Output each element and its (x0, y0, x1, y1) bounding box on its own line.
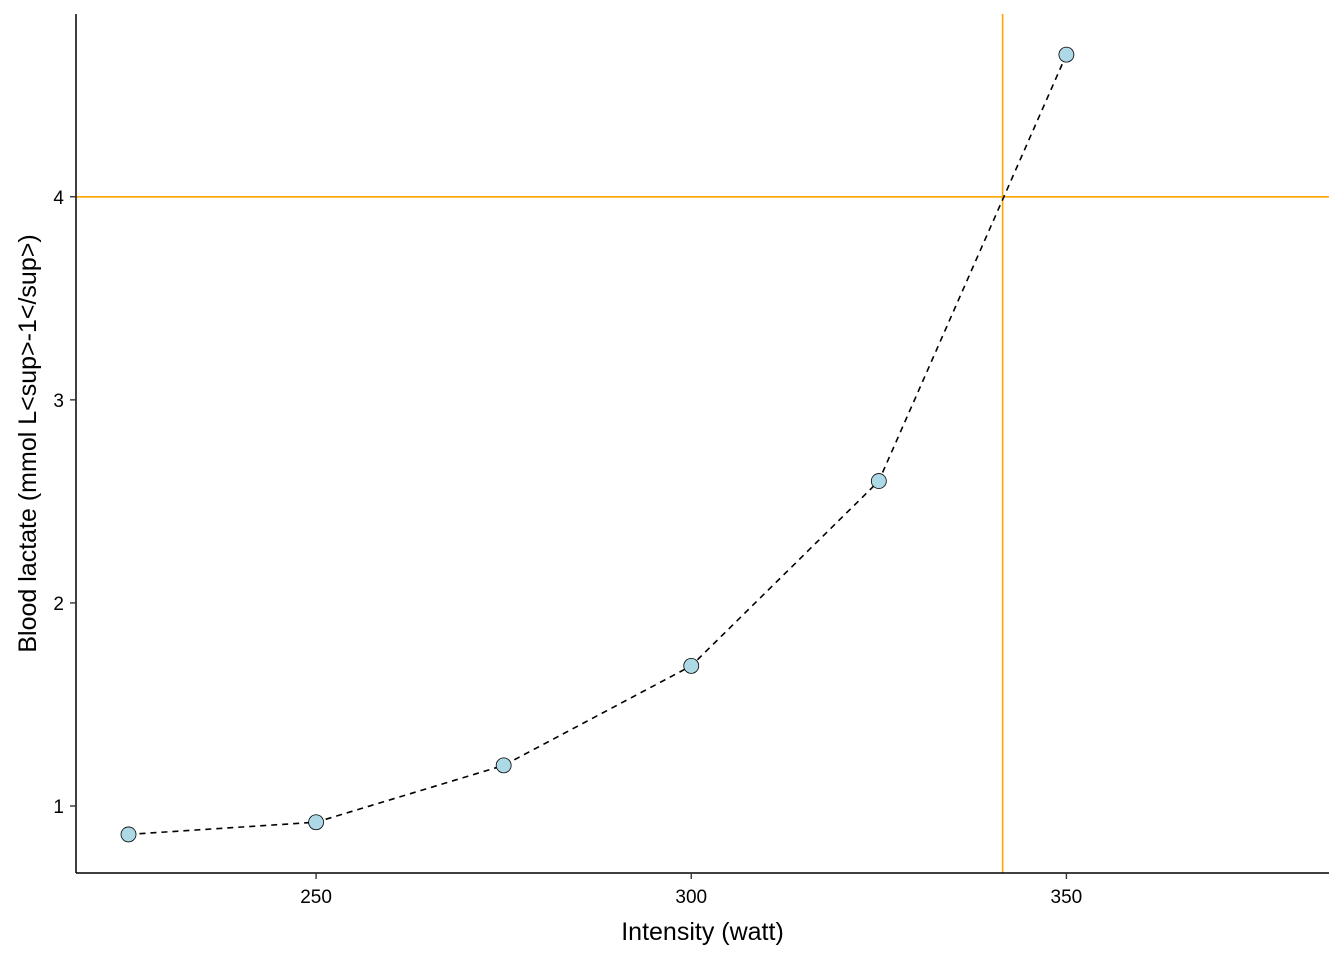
x-tick-label: 350 (1051, 887, 1083, 908)
reference-lines (76, 14, 1329, 873)
y-tick-label: 1 (53, 797, 64, 818)
ticks: 250 300 350 1 2 3 4 (53, 188, 1082, 908)
y-tick-label: 2 (53, 594, 64, 615)
y-tick-label: 4 (53, 188, 64, 209)
data-point (120, 826, 137, 843)
series-line-layer (128, 54, 1068, 836)
x-tick-label: 250 (300, 887, 332, 908)
y-tick-label: 3 (53, 391, 64, 412)
data-point (1058, 46, 1075, 63)
x-tick-label: 300 (675, 887, 707, 908)
axes (75, 14, 1329, 874)
data-point (870, 473, 887, 489)
data-points (120, 46, 1075, 843)
data-point (308, 814, 324, 831)
y-axis-title: Blood lactate (mmol L<sup>-1</sup>) (14, 234, 42, 652)
series-line (128, 54, 1068, 836)
x-axis-title: Intensity (watt) (621, 918, 784, 946)
data-point (495, 757, 512, 774)
data-point (683, 657, 700, 674)
